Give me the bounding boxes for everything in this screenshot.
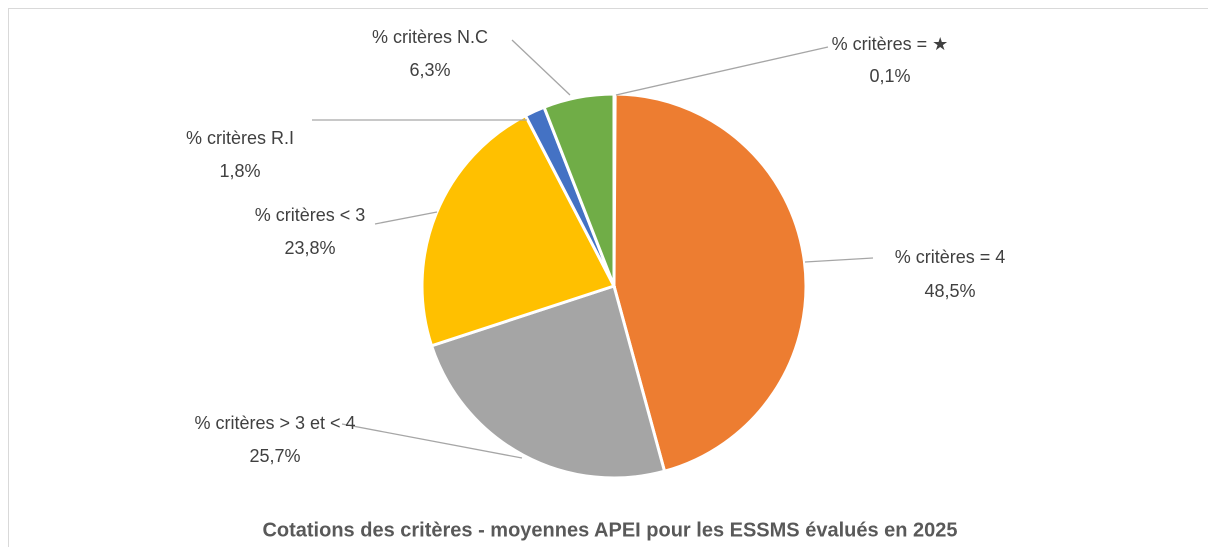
leader-line (615, 46, 829, 96)
slice-label: % critères N.C (372, 27, 488, 47)
pie-slice (429, 284, 667, 480)
value-label: 6,3% (409, 60, 450, 80)
value-label: 23,8% (284, 238, 335, 258)
pie-slice (542, 92, 616, 287)
leader-line (804, 257, 874, 263)
chart-title: Cotations des critères - moyennes APEI p… (262, 519, 957, 541)
slice-label: % critères < 3 (255, 205, 366, 225)
value-label: 48,5% (924, 281, 975, 301)
leader-line (341, 423, 523, 459)
slice-label: % critères R.I (186, 128, 294, 148)
leader-line (511, 39, 571, 96)
pie-slice (612, 92, 808, 474)
leader-line (374, 211, 438, 225)
slice-label: % critères = 4 (895, 247, 1006, 267)
pie-slice (420, 113, 617, 348)
value-label: 1,8% (219, 161, 260, 181)
value-label: 25,7% (249, 446, 300, 466)
slice-label: % critères = ★ (832, 34, 949, 54)
slice-label: % critères > 3 et < 4 (194, 413, 355, 433)
value-label: 0,1% (869, 66, 910, 86)
